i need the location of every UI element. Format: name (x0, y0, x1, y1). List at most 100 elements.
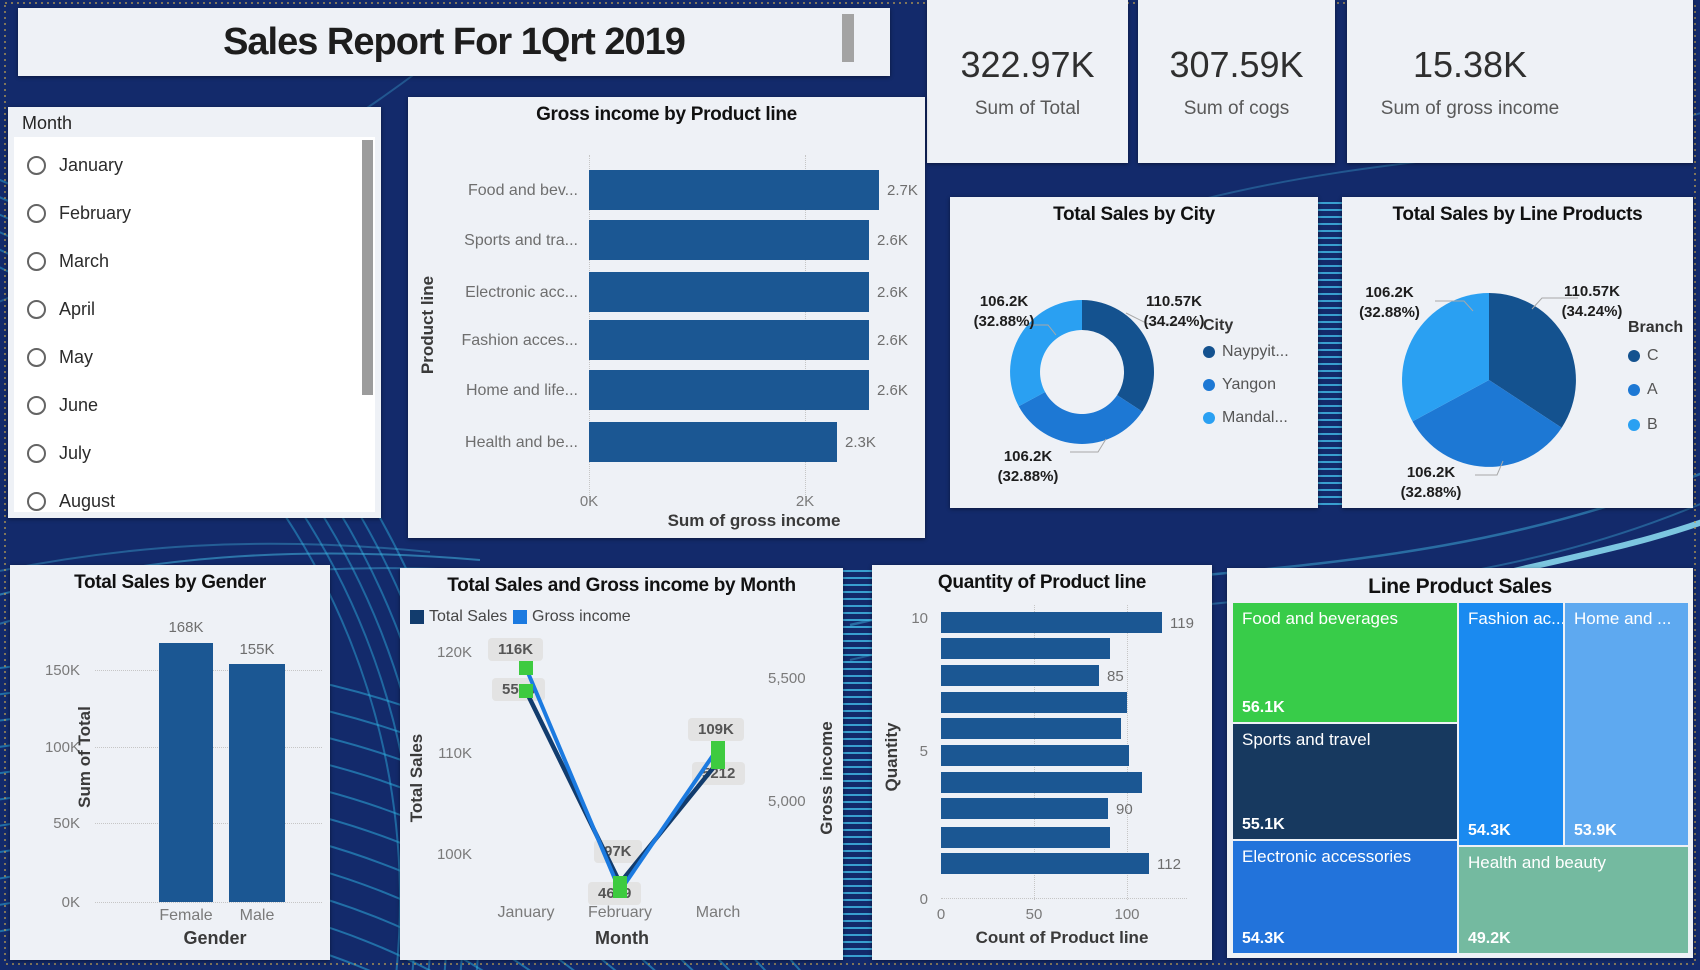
pie-slice-branch-a[interactable] (1412, 380, 1562, 467)
slicer-option-label: April (59, 298, 96, 319)
stripe-decor-vertical-2 (1318, 197, 1342, 508)
donut-slice-yangon[interactable] (1018, 392, 1143, 444)
chart-title: Line Product Sales (1368, 575, 1552, 598)
chart-title: Total Sales by Gender (74, 572, 266, 593)
legend-item-total-sales[interactable]: Total Sales (410, 608, 507, 626)
qty-bar-8[interactable] (941, 665, 1099, 686)
legend-title: Branch (1628, 319, 1684, 336)
tile-electronic-accessories[interactable]: Electronic accessories 54.3K (1233, 841, 1457, 953)
radio-icon[interactable] (27, 395, 46, 415)
data-label-jan-total-sales: 116K (488, 638, 544, 661)
qty-bar-2[interactable] (941, 827, 1110, 848)
donut-slice-naypyitaw[interactable] (1082, 300, 1155, 412)
legend-item-a[interactable]: A (1628, 381, 1658, 399)
tile-health-and-beauty[interactable]: Health and beauty 49.2K (1459, 847, 1688, 953)
y-tick: 0K (61, 894, 80, 911)
category-label: Food and bev... (468, 182, 578, 199)
legend-item-c[interactable]: C (1628, 347, 1659, 365)
legend-square (410, 610, 424, 624)
slicer-option-may[interactable]: May (14, 333, 375, 381)
kpi-cogs-label: Sum of cogs (1183, 97, 1290, 119)
title-scrollbar[interactable] (842, 14, 854, 62)
donut-slice-mandalay[interactable] (1010, 300, 1082, 407)
radio-icon[interactable] (27, 155, 46, 175)
x-category-label: Female (159, 907, 213, 924)
data-label-feb-total-sales: 97K (594, 840, 642, 863)
x-axis-title: Sum of gross income (667, 511, 841, 530)
qty-bar-6[interactable] (941, 718, 1121, 739)
radio-icon[interactable] (27, 347, 46, 367)
radio-icon[interactable] (27, 491, 46, 511)
bar-fashion-accessories[interactable] (589, 320, 869, 360)
pie-slice-branch-b[interactable] (1402, 293, 1489, 422)
bar-value-label: 2.6K (877, 284, 908, 301)
bar-male[interactable] (229, 664, 285, 902)
slicer-option-july[interactable]: July (14, 429, 375, 477)
treemap-tiles: Food and beverages 56.1K Sports and trave… (1233, 603, 1688, 953)
legend-title: City (1203, 317, 1234, 334)
pie-slice-branch-c[interactable] (1489, 293, 1576, 428)
qty-bar-3[interactable] (941, 798, 1108, 819)
left-y-tick: 120K (436, 644, 472, 661)
category-label: Home and life... (465, 382, 578, 399)
quantity-of-product-line-chart: Quantity of Product line 119 85 90 112 1… (872, 565, 1212, 960)
qty-bar-4[interactable] (941, 772, 1142, 793)
bar-value-label: 168K (168, 619, 204, 636)
radio-icon[interactable] (27, 251, 46, 271)
y-tick: 0 (919, 891, 928, 908)
total-sales-by-line-products-chart: Total Sales by Line Products 106.2K (32.8… (1342, 197, 1693, 508)
bar-electronic-accessories[interactable] (589, 272, 869, 312)
y-tick: 150K (44, 662, 80, 679)
radio-icon[interactable] (27, 443, 46, 463)
category-label: Fashion acces... (461, 332, 579, 349)
qty-bar-7[interactable] (941, 692, 1127, 713)
gridline (941, 898, 1187, 899)
slicer-option-february[interactable]: February (14, 189, 375, 237)
slicer-option-label: January (59, 154, 124, 175)
slicer-option-june[interactable]: June (14, 381, 375, 429)
tile-food-and-beverages[interactable]: Food and beverages 56.1K (1233, 603, 1457, 722)
qty-bar-10[interactable] (941, 612, 1162, 633)
legend-square (513, 610, 527, 624)
bar-health-and-beauty[interactable] (589, 422, 837, 462)
radio-icon[interactable] (27, 299, 46, 319)
report-title-card: Sales Report For 1Qrt 2019 (18, 8, 890, 76)
left-y-tick: 110K (438, 745, 472, 762)
category-label: Sports and tra... (464, 232, 578, 249)
bar-home-and-lifestyle[interactable] (589, 370, 869, 410)
y-tick: 100K (44, 739, 80, 756)
qty-bar-1[interactable] (941, 853, 1149, 874)
legend-dot (1628, 419, 1640, 431)
total-sales-and-gross-income-by-month-chart: Total Sales and Gross income by Month To… (400, 568, 843, 960)
x-tick: 100 (1114, 906, 1140, 923)
category-label: Electronic acc... (465, 284, 578, 301)
bar-food-and-beverages[interactable] (589, 170, 879, 210)
bar-value-label: 112 (1157, 856, 1181, 873)
chart-title: Total Sales by City (1053, 204, 1215, 225)
legend-dot (1203, 346, 1215, 358)
legend-item-mandalay[interactable]: Mandal... (1203, 409, 1288, 427)
slicer-option-august[interactable]: August (14, 477, 375, 525)
chart-title: Quantity of Product line (937, 572, 1147, 593)
slicer-option-label: March (59, 250, 110, 271)
legend-item-yangon[interactable]: Yangon (1203, 376, 1276, 394)
slicer-option-march[interactable]: March (14, 237, 375, 285)
tile-fashion-accessories[interactable]: Fashion ac... 54.3K (1459, 603, 1563, 845)
bar-female[interactable] (159, 643, 213, 902)
legend-item-b[interactable]: B (1628, 416, 1658, 434)
tile-sports-and-travel[interactable]: Sports and travel 55.1K (1233, 724, 1457, 839)
slicer-option-label: August (59, 490, 116, 511)
slicer-option-january[interactable]: January (14, 141, 375, 189)
slicer-option-april[interactable]: April (14, 285, 375, 333)
slicer-scrollbar[interactable] (362, 140, 373, 395)
bar-sports-and-travel[interactable] (589, 220, 869, 260)
tile-home-and-lifestyle[interactable]: Home and ... 53.9K (1565, 603, 1688, 845)
legend-item-naypyitaw[interactable]: Naypyit... (1203, 343, 1289, 361)
radio-icon[interactable] (27, 203, 46, 223)
qty-bar-5[interactable] (941, 745, 1129, 766)
x-category-label: February (587, 904, 653, 921)
kpi-cogs-value: 307.59K (1169, 43, 1304, 85)
qty-bar-9[interactable] (941, 638, 1110, 659)
legend-item-gross-income[interactable]: Gross income (513, 608, 631, 626)
